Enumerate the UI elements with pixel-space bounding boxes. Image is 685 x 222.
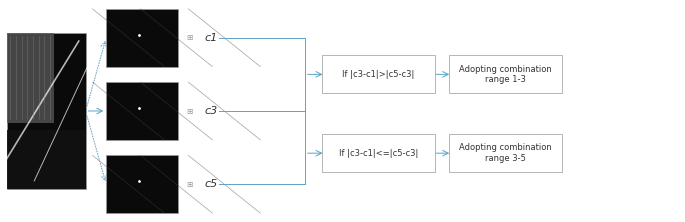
FancyBboxPatch shape xyxy=(449,134,562,172)
Text: c5: c5 xyxy=(204,179,217,189)
Text: If |c3-c1|<=|c5-c3|: If |c3-c1|<=|c5-c3| xyxy=(339,149,418,158)
Bar xyxy=(106,155,178,213)
FancyBboxPatch shape xyxy=(449,56,562,93)
Text: Adopting combination
range 1-3: Adopting combination range 1-3 xyxy=(459,65,551,84)
Text: ⊞: ⊞ xyxy=(186,33,192,42)
Bar xyxy=(7,33,86,189)
Text: c3: c3 xyxy=(204,106,217,116)
Bar xyxy=(7,33,54,123)
FancyBboxPatch shape xyxy=(322,56,435,93)
Bar xyxy=(7,130,86,189)
Bar xyxy=(106,82,178,140)
Text: ⊞: ⊞ xyxy=(186,107,192,115)
FancyBboxPatch shape xyxy=(322,134,435,172)
Text: c1: c1 xyxy=(204,33,217,43)
Bar xyxy=(106,9,178,67)
Text: Adopting combination
range 3-5: Adopting combination range 3-5 xyxy=(459,143,551,163)
Text: ⊞: ⊞ xyxy=(186,180,192,189)
Text: If |c3-c1|>|c5-c3|: If |c3-c1|>|c5-c3| xyxy=(342,70,414,79)
